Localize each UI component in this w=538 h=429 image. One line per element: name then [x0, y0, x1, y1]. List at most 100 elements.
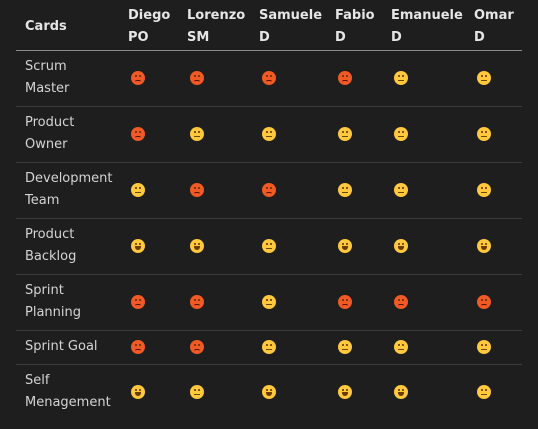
- row-label-line1: Sprint: [25, 283, 64, 298]
- rating-cell: [326, 330, 382, 365]
- retrospective-table: Cards Diego PO Lorenzo SM Samuele D Fabio D …: [16, 0, 522, 420]
- row-label: Self Menagement: [16, 364, 119, 420]
- rating-cell: [119, 50, 178, 107]
- rating-cell: [119, 330, 178, 365]
- rating-cell: [178, 218, 250, 275]
- neutral-face-icon: [394, 182, 408, 197]
- angry-face-icon: [131, 70, 145, 85]
- rating-cell: [250, 330, 326, 365]
- neutral-face-icon: [394, 70, 408, 85]
- header-col-4-line1: Emanuele: [391, 7, 463, 23]
- rating-cell: [382, 50, 465, 107]
- neutral-face-icon: [262, 126, 276, 141]
- happy-face-icon: [338, 238, 352, 253]
- rating-cell: [178, 162, 250, 219]
- rating-cell: [382, 364, 465, 420]
- rating-cell: [465, 364, 522, 420]
- rating-cell: [465, 162, 522, 219]
- rating-cell: [119, 274, 178, 331]
- table-row: Sprint Goal: [16, 330, 522, 365]
- header-col-4: Emanuele D: [382, 0, 465, 51]
- rating-cell: [119, 364, 178, 420]
- happy-face-icon: [131, 384, 145, 399]
- happy-face-icon: [131, 238, 145, 253]
- angry-face-icon: [394, 294, 408, 309]
- rating-cell: [382, 330, 465, 365]
- angry-face-icon: [131, 339, 145, 354]
- rating-cell: [382, 218, 465, 275]
- angry-face-icon: [338, 294, 352, 309]
- rating-cell: [326, 274, 382, 331]
- neutral-face-icon: [190, 126, 204, 141]
- row-label: Sprint Planning: [16, 274, 119, 331]
- neutral-face-icon: [131, 182, 145, 197]
- row-label: Scrum Master: [16, 50, 119, 107]
- rating-cell: [326, 162, 382, 219]
- table-row: Sprint Planning: [16, 274, 522, 331]
- rating-cell: [465, 330, 522, 365]
- rating-cell: [250, 364, 326, 420]
- neutral-face-icon: [190, 384, 204, 399]
- row-label-line2: Owner: [25, 137, 68, 152]
- header-col-1-line2: SM: [187, 29, 210, 45]
- angry-face-icon: [190, 294, 204, 309]
- header-col-2: Samuele D: [250, 0, 326, 51]
- row-label-line1: Self: [25, 373, 50, 389]
- row-label: Sprint Goal: [16, 330, 119, 365]
- table-row: Self Menagement: [16, 364, 522, 420]
- header-col-4-line2: D: [391, 29, 402, 45]
- neutral-face-icon: [262, 339, 276, 354]
- header-col-0-line1: Diego: [128, 7, 171, 23]
- header-col-5-line2: D: [474, 29, 485, 45]
- row-label-line1: Product: [25, 115, 75, 130]
- neutral-face-icon: [477, 70, 491, 85]
- angry-face-icon: [190, 339, 204, 354]
- header-col-3-line1: Fabio: [335, 7, 375, 23]
- rating-cell: [250, 274, 326, 331]
- header-row: Cards Diego PO Lorenzo SM Samuele D Fabio D …: [16, 0, 522, 51]
- neutral-face-icon: [338, 182, 352, 197]
- angry-face-icon: [190, 70, 204, 85]
- row-label: Development Team: [16, 162, 119, 219]
- rating-cell: [119, 218, 178, 275]
- table-row: Product Backlog: [16, 218, 522, 275]
- rating-cell: [465, 106, 522, 163]
- table-body: Scrum Master Product Owner Development Team Pr…: [16, 50, 522, 420]
- row-label: Product Backlog: [16, 218, 119, 275]
- happy-face-icon: [477, 238, 491, 253]
- row-label-line2: Team: [25, 193, 60, 208]
- rating-cell: [326, 218, 382, 275]
- header-col-2-line1: Samuele: [259, 7, 323, 23]
- rating-cell: [250, 50, 326, 107]
- row-label: Product Owner: [16, 106, 119, 163]
- angry-face-icon: [190, 182, 204, 197]
- neutral-face-icon: [477, 182, 491, 197]
- rating-cell: [178, 330, 250, 365]
- header-col-3-line2: D: [335, 29, 346, 45]
- rating-cell: [382, 106, 465, 163]
- header-cards: Cards: [16, 0, 119, 51]
- neutral-face-icon: [338, 126, 352, 141]
- header-cards-label: Cards: [25, 18, 67, 34]
- rating-cell: [465, 50, 522, 107]
- neutral-face-icon: [262, 238, 276, 253]
- neutral-face-icon: [394, 339, 408, 354]
- header-col-3: Fabio D: [326, 0, 382, 51]
- row-label-line1: Development: [25, 171, 113, 186]
- row-label-line2: Planning: [25, 305, 81, 320]
- happy-face-icon: [262, 384, 276, 399]
- table-row: Development Team: [16, 162, 522, 219]
- angry-face-icon: [262, 70, 276, 85]
- row-label-line2: Menagement: [25, 395, 111, 411]
- header-col-5-line1: Omar: [474, 7, 514, 23]
- table-row: Scrum Master: [16, 50, 522, 107]
- rating-cell: [326, 106, 382, 163]
- rating-cell: [178, 364, 250, 420]
- neutral-face-icon: [477, 384, 491, 399]
- happy-face-icon: [394, 384, 408, 399]
- rating-cell: [178, 50, 250, 107]
- header-col-5: Omar D: [465, 0, 522, 51]
- happy-face-icon: [190, 238, 204, 253]
- happy-face-icon: [394, 238, 408, 253]
- rating-cell: [465, 274, 522, 331]
